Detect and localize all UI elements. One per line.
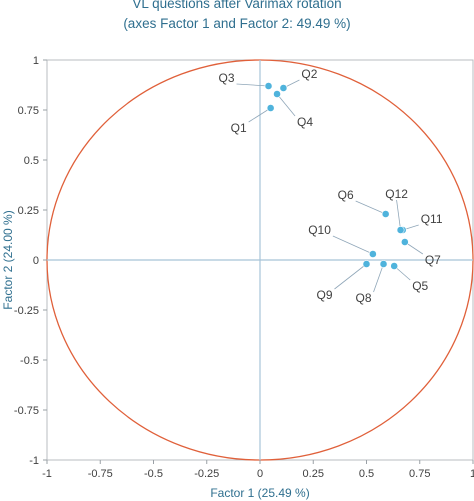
y-tick-label: 0.25 (18, 205, 39, 217)
point-label: Q11 (421, 212, 443, 226)
x-tick-label: -0.5 (144, 468, 163, 480)
data-point (362, 260, 371, 268)
y-tick-label: 0.5 (24, 155, 39, 167)
point-labels: Q1 Q2 Q3 Q4 Q5 Q6 Q7 Q8 Q9 Q10 Q11 Q12 (219, 67, 443, 305)
point-label: Q8 (356, 291, 372, 305)
data-point (266, 104, 275, 112)
points-group (264, 82, 409, 270)
x-tick-label: -1 (42, 468, 52, 480)
point-label: Q5 (412, 279, 428, 293)
y-tick-label: -1 (29, 455, 39, 467)
data-point (279, 84, 288, 92)
x-tick-label: -0.75 (88, 468, 113, 480)
point-label: Q6 (338, 188, 354, 202)
point-label: Q10 (308, 223, 331, 237)
y-tick-label: 0.75 (18, 105, 39, 117)
y-tick-label: 1 (33, 55, 39, 67)
point-label: Q12 (385, 187, 408, 201)
y-tick-label: 0 (33, 255, 39, 267)
data-point (273, 90, 281, 98)
point-label: Q9 (316, 288, 332, 302)
x-tick-label: 0.5 (359, 468, 374, 480)
leader-line (373, 263, 384, 293)
x-tick-label: 0.75 (409, 468, 430, 480)
y-tick-label: -0.75 (14, 405, 39, 417)
data-point (390, 262, 399, 270)
ticks-group: -1 -0.75 -0.5 -0.25 0 0.25 0.5 0.75 1 -1 -0.75 -0.5… (14, 55, 474, 480)
point-label: Q4 (297, 115, 313, 129)
data-point (381, 210, 390, 218)
data-point (264, 82, 273, 90)
leader-line (248, 107, 271, 123)
x-tick-label: 1 (470, 468, 474, 480)
point-label: Q3 (219, 71, 235, 85)
data-point (396, 226, 405, 234)
x-axis-label: Factor 1 (25.49 %) (210, 486, 309, 500)
leader-line (396, 199, 401, 231)
data-point (379, 260, 388, 268)
x-tick-label: 0 (257, 468, 263, 480)
y-tick-label: -0.25 (14, 305, 39, 317)
y-axis-label: Factor 2 (24.00 %) (1, 210, 15, 309)
data-point (368, 250, 377, 258)
y-tick-label: -0.5 (20, 355, 39, 367)
leader-line (276, 93, 296, 117)
x-tick-label: -0.25 (194, 468, 219, 480)
leader-line (334, 263, 367, 290)
leader-line (236, 83, 269, 87)
point-label: Q1 (231, 121, 247, 135)
point-label: Q2 (301, 67, 317, 81)
point-label: Q7 (425, 253, 441, 267)
x-tick-label: 0.25 (303, 468, 324, 480)
leader-line (355, 200, 386, 215)
chart-title: VL questions after Varimax rotation (132, 0, 341, 11)
data-point (400, 238, 409, 246)
leader-line (332, 235, 374, 255)
chart-subtitle: (axes Factor 1 and Factor 2: 49.49 %) (123, 16, 350, 31)
